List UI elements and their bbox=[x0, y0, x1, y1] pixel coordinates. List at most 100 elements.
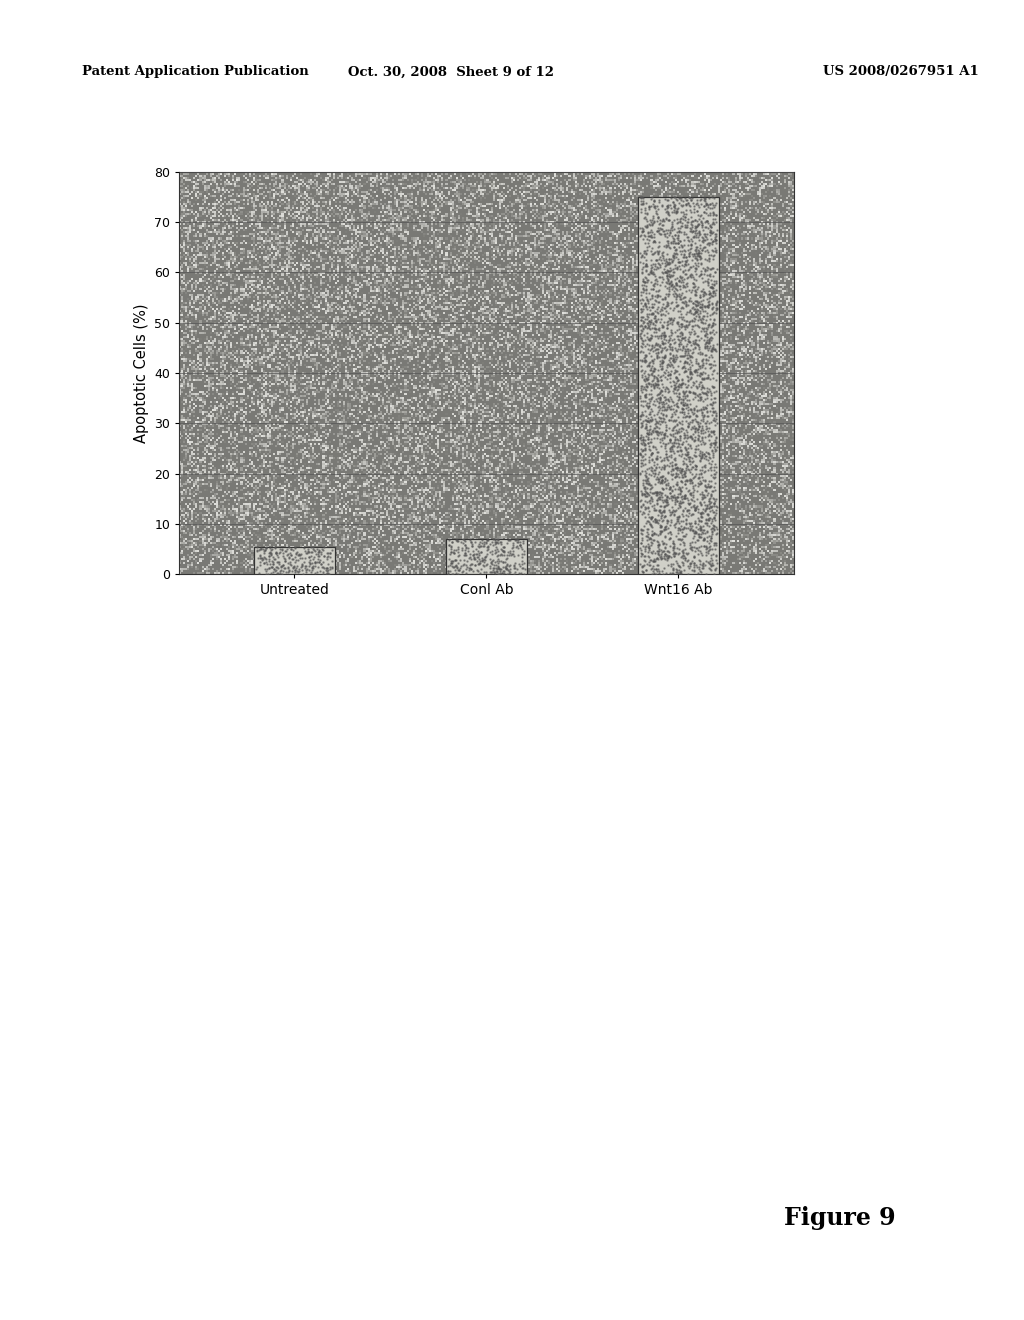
Point bbox=[640, 426, 656, 447]
Point bbox=[656, 236, 673, 257]
Point bbox=[678, 393, 694, 414]
Point bbox=[641, 458, 657, 479]
Point bbox=[290, 561, 306, 582]
Point bbox=[706, 520, 722, 541]
Point bbox=[705, 392, 721, 413]
Point bbox=[480, 536, 497, 557]
Point bbox=[678, 411, 694, 432]
Point bbox=[700, 354, 717, 375]
Point bbox=[672, 269, 688, 290]
Point bbox=[280, 544, 296, 565]
Point bbox=[633, 375, 649, 396]
Point bbox=[633, 455, 649, 477]
Point bbox=[694, 502, 711, 523]
Point bbox=[692, 473, 709, 494]
Point bbox=[669, 275, 685, 296]
Point bbox=[480, 536, 497, 557]
Point bbox=[486, 562, 503, 583]
Point bbox=[657, 329, 674, 350]
Point bbox=[669, 511, 685, 532]
Point bbox=[650, 309, 667, 330]
Point bbox=[668, 488, 684, 510]
Point bbox=[674, 433, 690, 454]
Point bbox=[665, 560, 681, 581]
Point bbox=[703, 269, 720, 290]
Point bbox=[683, 201, 699, 222]
Point bbox=[702, 276, 719, 297]
Point bbox=[674, 399, 690, 420]
Point bbox=[324, 556, 340, 577]
Point bbox=[683, 470, 699, 491]
Point bbox=[680, 371, 696, 392]
Point bbox=[697, 422, 714, 444]
Point bbox=[663, 238, 679, 259]
Point bbox=[675, 201, 691, 222]
Point bbox=[691, 243, 708, 264]
Point bbox=[666, 375, 682, 396]
Point bbox=[683, 473, 699, 494]
Point bbox=[501, 556, 517, 577]
Point bbox=[657, 296, 674, 317]
Point bbox=[656, 471, 673, 492]
Point bbox=[654, 533, 671, 554]
Point bbox=[658, 548, 675, 569]
Point bbox=[699, 543, 716, 564]
Point bbox=[464, 535, 480, 556]
Point bbox=[484, 553, 501, 574]
Point bbox=[700, 284, 717, 305]
Point bbox=[649, 548, 666, 569]
Point bbox=[695, 281, 712, 302]
Point bbox=[670, 484, 686, 506]
Point bbox=[669, 486, 685, 507]
Point bbox=[639, 326, 655, 347]
Point bbox=[648, 333, 665, 354]
Point bbox=[665, 345, 681, 366]
Point bbox=[693, 457, 710, 478]
Point bbox=[665, 475, 681, 496]
Point bbox=[659, 475, 676, 496]
Point bbox=[658, 425, 675, 446]
Point bbox=[301, 546, 317, 568]
Point bbox=[669, 396, 685, 417]
Point bbox=[646, 462, 663, 483]
Point bbox=[665, 261, 681, 282]
Point bbox=[673, 445, 689, 466]
Point bbox=[465, 540, 481, 561]
Point bbox=[676, 309, 692, 330]
Point bbox=[691, 246, 708, 267]
Point bbox=[692, 358, 709, 379]
Point bbox=[678, 478, 694, 499]
Point bbox=[670, 338, 686, 359]
Point bbox=[678, 420, 694, 441]
Point bbox=[682, 469, 698, 490]
Point bbox=[675, 393, 691, 414]
Point bbox=[644, 263, 660, 284]
Point bbox=[639, 478, 655, 499]
Point bbox=[638, 409, 654, 430]
Point bbox=[450, 546, 466, 568]
Point bbox=[665, 533, 681, 554]
Point bbox=[706, 506, 722, 527]
Point bbox=[632, 323, 648, 345]
Point bbox=[675, 466, 691, 487]
Point bbox=[703, 517, 720, 539]
Point bbox=[310, 543, 327, 564]
Point bbox=[663, 257, 679, 279]
Point bbox=[700, 280, 717, 301]
Point bbox=[316, 545, 333, 566]
Point bbox=[669, 198, 685, 219]
Point bbox=[636, 325, 652, 346]
Point bbox=[680, 517, 696, 539]
Point bbox=[671, 418, 687, 440]
Point bbox=[642, 226, 658, 247]
Point bbox=[654, 358, 671, 379]
Point bbox=[474, 546, 490, 568]
Point bbox=[656, 345, 673, 366]
Point bbox=[705, 202, 721, 223]
Point bbox=[698, 521, 715, 543]
Point bbox=[471, 553, 487, 574]
Point bbox=[673, 516, 689, 537]
Point bbox=[652, 506, 669, 527]
Point bbox=[654, 564, 671, 585]
Point bbox=[654, 293, 671, 314]
